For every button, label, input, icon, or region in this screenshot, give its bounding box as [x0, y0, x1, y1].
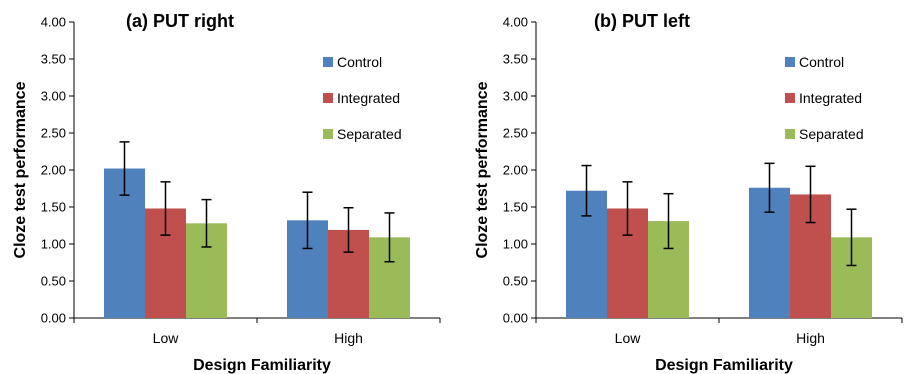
x-tick-label: Low — [153, 330, 180, 346]
x-tick-label: High — [796, 330, 825, 346]
y-tick-label: 1.50 — [503, 200, 528, 215]
legend-swatch-integrated — [323, 93, 333, 103]
legend-swatch-integrated — [785, 93, 795, 103]
legend-label-separated: Separated — [337, 126, 402, 142]
legend-label-control: Control — [799, 54, 844, 70]
y-tick-label: 3.50 — [41, 52, 66, 67]
y-tick-label: 0.50 — [503, 274, 528, 289]
y-tick-label: 0.00 — [503, 311, 528, 326]
y-tick-label: 2.00 — [503, 163, 528, 178]
chart-put-left: (b) PUT left Cloze test performance Design… — [474, 11, 903, 374]
y-tick-label: 2.50 — [41, 126, 66, 141]
y-tick-label: 4.00 — [41, 15, 66, 30]
legend-swatch-control — [785, 57, 795, 67]
y-axis-label: Cloze test performance — [12, 81, 29, 258]
x-tick-label: Low — [615, 330, 642, 346]
legend-label-integrated: Integrated — [337, 90, 400, 106]
legend-label-integrated: Integrated — [799, 90, 862, 106]
y-tick-label: 1.50 — [41, 200, 66, 215]
legend-swatch-control — [323, 57, 333, 67]
legend-swatch-separated — [785, 129, 795, 139]
y-tick-label: 3.00 — [503, 89, 528, 104]
chart-title: (a) PUT right — [126, 11, 234, 31]
y-tick-label: 2.00 — [41, 163, 66, 178]
y-tick-label: 1.00 — [503, 237, 528, 252]
legend-label-separated: Separated — [799, 126, 864, 142]
y-tick-label: 0.00 — [41, 311, 66, 326]
y-tick-label: 4.00 — [503, 15, 528, 30]
y-tick-label: 0.50 — [41, 274, 66, 289]
x-tick-label: High — [334, 330, 363, 346]
legend-swatch-separated — [323, 129, 333, 139]
y-axis-label: Cloze test performance — [474, 81, 491, 258]
chart-title: (b) PUT left — [594, 11, 690, 31]
legend-label-control: Control — [337, 54, 382, 70]
x-axis-label: Design Familiarity — [193, 357, 331, 374]
y-tick-label: 3.50 — [503, 52, 528, 67]
y-tick-label: 3.00 — [41, 89, 66, 104]
y-tick-label: 2.50 — [503, 126, 528, 141]
y-tick-label: 1.00 — [41, 237, 66, 252]
chart-put-right: (a) PUT right Cloze test performance Desig… — [12, 11, 441, 374]
x-axis-label: Design Familiarity — [655, 357, 793, 374]
